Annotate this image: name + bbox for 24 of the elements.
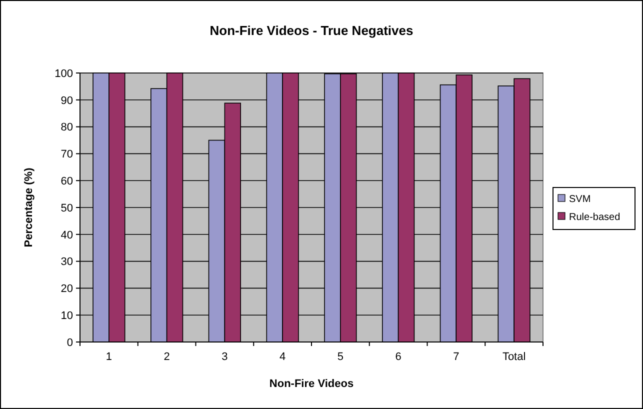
x-tick-label: 2 bbox=[164, 351, 170, 363]
y-tick-label: 50 bbox=[60, 202, 73, 214]
y-tick-label: 90 bbox=[60, 94, 73, 107]
x-tick-label: 3 bbox=[222, 351, 228, 363]
y-tick-label: 100 bbox=[54, 68, 73, 80]
x-tick-label: 4 bbox=[280, 351, 286, 363]
chart-title: Non-Fire Videos - True Negatives bbox=[210, 23, 414, 38]
y-tick-label: 80 bbox=[60, 122, 73, 134]
x-tick-label: 1 bbox=[106, 351, 112, 363]
y-axis-title: Percentage (%) bbox=[23, 167, 35, 248]
y-tick-label: 60 bbox=[60, 175, 73, 188]
y-tick-label: 30 bbox=[60, 256, 73, 268]
y-tick-label: 40 bbox=[60, 229, 73, 242]
y-tick-label: 10 bbox=[60, 310, 73, 322]
legend-label: Rule-based bbox=[569, 212, 620, 223]
x-axis-title: Non-Fire Videos bbox=[269, 378, 354, 390]
legend-label: SVM bbox=[569, 194, 591, 205]
x-tick-label: 6 bbox=[395, 351, 402, 363]
y-tick-label: 20 bbox=[60, 283, 73, 296]
y-tick-label: 70 bbox=[60, 148, 73, 161]
y-tick-label: 0 bbox=[66, 336, 73, 349]
x-tick-label: 7 bbox=[453, 351, 460, 363]
x-tick-label: Total bbox=[502, 351, 526, 363]
x-tick-label: 5 bbox=[337, 351, 344, 363]
